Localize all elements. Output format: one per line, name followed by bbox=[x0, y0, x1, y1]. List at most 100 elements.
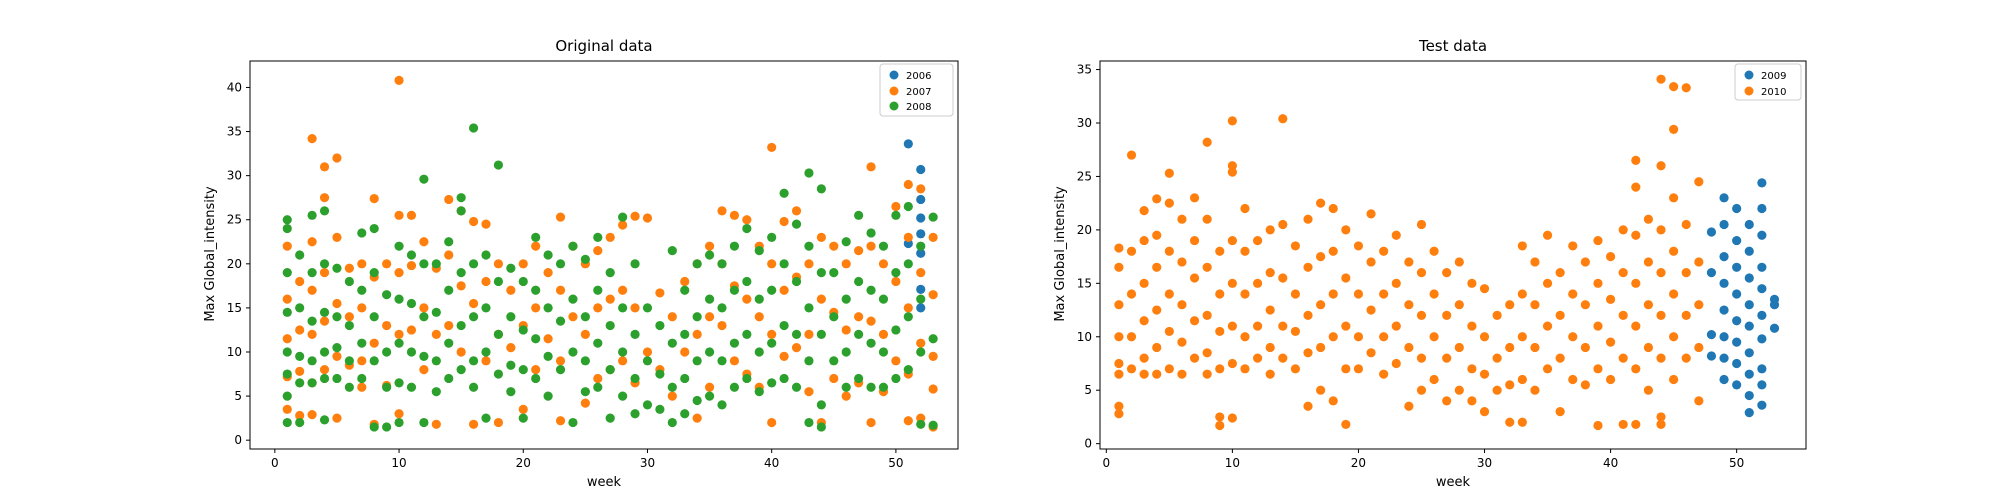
data-point bbox=[1681, 310, 1691, 320]
data-point bbox=[692, 413, 702, 423]
data-point bbox=[1429, 289, 1439, 299]
data-point bbox=[1656, 225, 1666, 235]
data-point bbox=[916, 213, 926, 223]
data-point bbox=[1744, 273, 1754, 283]
data-point bbox=[394, 241, 404, 251]
data-point bbox=[1631, 155, 1641, 166]
data-point bbox=[580, 254, 590, 265]
data-point bbox=[307, 268, 317, 278]
data-point bbox=[729, 382, 740, 392]
data-point bbox=[642, 400, 653, 410]
x-axis-label: week bbox=[587, 475, 622, 490]
data-point bbox=[1139, 235, 1149, 246]
data-point bbox=[1618, 225, 1628, 235]
data-point bbox=[307, 285, 317, 295]
data-point bbox=[369, 356, 379, 366]
data-point bbox=[791, 342, 802, 353]
chart-original-data: Original data week Max Global_intensity … bbox=[203, 37, 959, 490]
y-tick-label: 25 bbox=[1077, 169, 1092, 183]
data-point bbox=[1593, 321, 1603, 331]
data-point bbox=[543, 351, 553, 362]
data-point bbox=[1555, 310, 1565, 320]
data-point bbox=[1139, 206, 1149, 216]
legend-label-2008: 2008 bbox=[906, 102, 931, 113]
data-point bbox=[704, 241, 715, 251]
data-point bbox=[1227, 413, 1237, 423]
data-point bbox=[928, 212, 938, 222]
axis-ticks: 0 10 20 30 40 50 0 5 10 15 20 25 30 35 40 bbox=[227, 80, 904, 470]
data-point bbox=[816, 294, 826, 304]
legend-marker-2007 bbox=[889, 86, 899, 96]
data-point bbox=[369, 338, 379, 348]
data-point bbox=[891, 276, 901, 287]
data-point bbox=[1605, 294, 1616, 304]
data-point bbox=[1605, 374, 1616, 385]
data-point bbox=[729, 285, 740, 295]
data-point bbox=[804, 329, 814, 339]
data-point bbox=[729, 356, 740, 366]
data-point bbox=[1202, 348, 1212, 358]
data-point bbox=[903, 416, 913, 426]
chart-test-data: Test data week Max Global_intensity 0 10 2… bbox=[1053, 37, 1807, 490]
data-point bbox=[1353, 364, 1364, 374]
data-point bbox=[344, 356, 354, 366]
data-point bbox=[742, 276, 752, 287]
data-point bbox=[1316, 342, 1326, 353]
data-point bbox=[1391, 358, 1401, 369]
data-point bbox=[1694, 257, 1704, 267]
data-point bbox=[282, 223, 292, 234]
y-tick-label: 5 bbox=[234, 389, 242, 403]
data-point bbox=[605, 268, 615, 278]
data-point bbox=[1744, 369, 1754, 379]
data-point bbox=[319, 373, 330, 384]
data-point bbox=[555, 416, 566, 426]
data-point bbox=[593, 303, 603, 313]
data-point bbox=[555, 259, 566, 269]
data-point bbox=[332, 342, 342, 353]
data-point bbox=[1189, 353, 1200, 363]
x-tick-label: 40 bbox=[1603, 456, 1618, 470]
data-point bbox=[406, 260, 417, 271]
data-point bbox=[1189, 235, 1200, 246]
data-point bbox=[394, 378, 404, 388]
data-point bbox=[456, 206, 466, 216]
data-point bbox=[1215, 289, 1225, 299]
scatter-points bbox=[282, 75, 938, 432]
data-point bbox=[369, 268, 379, 278]
data-point bbox=[854, 245, 864, 256]
data-point bbox=[1631, 419, 1641, 430]
data-point bbox=[767, 329, 777, 339]
data-point bbox=[916, 294, 926, 304]
data-point bbox=[431, 307, 441, 317]
data-point bbox=[456, 320, 466, 331]
data-point bbox=[1757, 364, 1767, 374]
data-point bbox=[307, 237, 317, 247]
data-point bbox=[866, 338, 876, 348]
data-point bbox=[704, 294, 715, 304]
data-point bbox=[642, 347, 653, 357]
data-point bbox=[344, 263, 354, 273]
data-point bbox=[916, 229, 926, 239]
data-point bbox=[1278, 114, 1288, 124]
data-point bbox=[1265, 369, 1275, 379]
data-point bbox=[282, 215, 292, 225]
data-point bbox=[444, 338, 454, 348]
data-point bbox=[630, 409, 640, 419]
data-point bbox=[419, 259, 429, 269]
data-point bbox=[332, 312, 342, 322]
data-point bbox=[829, 312, 839, 322]
data-point bbox=[1744, 348, 1754, 358]
data-point bbox=[742, 329, 752, 339]
data-point bbox=[903, 259, 913, 269]
data-point bbox=[1391, 230, 1401, 240]
data-point bbox=[369, 422, 379, 432]
data-point bbox=[1757, 400, 1767, 410]
data-point bbox=[394, 338, 404, 348]
data-point bbox=[928, 290, 938, 300]
data-point bbox=[1442, 268, 1452, 278]
data-point bbox=[916, 303, 926, 313]
data-point bbox=[816, 422, 826, 432]
data-point bbox=[1530, 342, 1540, 353]
data-point bbox=[444, 237, 454, 247]
data-point bbox=[1442, 353, 1452, 363]
